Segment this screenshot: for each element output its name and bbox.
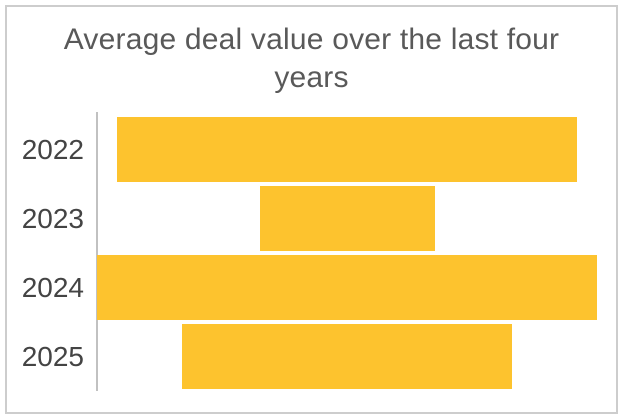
bar-2025 [182, 324, 512, 389]
bar-2024 [97, 255, 597, 320]
category-axis-line [96, 112, 98, 391]
chart-title: Average deal value over the last four ye… [63, 23, 560, 94]
category-label-2023: 2023 [21, 203, 84, 234]
category-label-2025: 2025 [21, 341, 84, 372]
chart-title-area: Average deal value over the last four ye… [5, 21, 618, 97]
category-label-2022: 2022 [21, 134, 84, 165]
bar-2022 [117, 117, 577, 182]
category-label-2024: 2024 [21, 272, 84, 303]
bar-2023 [259, 186, 435, 251]
